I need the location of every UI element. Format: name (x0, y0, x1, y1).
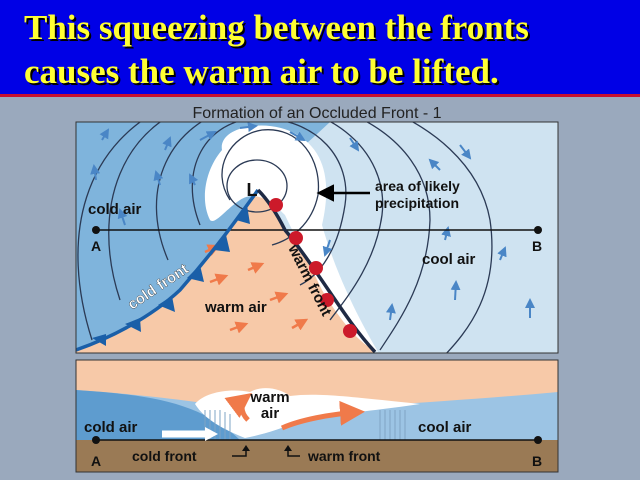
map-point-b-label: B (532, 238, 542, 254)
xs-warm-air-slide-arrow (280, 400, 365, 431)
xs-warm-air-lift-arrow (224, 392, 252, 422)
map-point-a-label: A (91, 238, 101, 254)
cross-section-frame (75, 359, 559, 473)
xs-cold-air-label: cold air (84, 419, 138, 436)
title-divider (0, 94, 640, 97)
map-heading: Formation of an Occluded Front - 1 (193, 105, 442, 122)
map-frame (75, 121, 559, 354)
point-b-marker (534, 226, 542, 234)
warm-front-bumps (269, 198, 357, 338)
map-warm-air-label: warm air (204, 299, 267, 316)
map-cool-air-label: cool air (422, 251, 476, 268)
xs-ground (76, 440, 558, 472)
slide-title: This squeezing between the fronts causes… (24, 6, 624, 94)
xs-warm-air-layer (76, 360, 558, 410)
xs-point-a-label: A (91, 453, 101, 469)
xs-warm-front-triangle-icon (284, 445, 292, 451)
xs-point-b-label: B (532, 453, 542, 469)
xs-warm-air-label-line-1: warm (249, 389, 289, 406)
xs-point-a-marker (92, 436, 100, 444)
low-pressure-label: L (247, 180, 258, 200)
precipitation-label-line-1: area of likely (375, 178, 460, 194)
wind-arrows-cool (322, 144, 535, 321)
cold-front-triangles (92, 205, 250, 346)
xs-cold-front-label: cold front (132, 448, 197, 464)
xs-warm-front-label: warm front (307, 448, 381, 464)
warm-air-sector (76, 190, 375, 353)
xs-point-b-marker (534, 436, 542, 444)
xs-cold-air-wedge (76, 390, 240, 440)
map-cold-air-label: cold air (88, 201, 142, 218)
xs-cold-air-arrow-head (205, 427, 218, 441)
wind-arrows-warm (204, 244, 309, 334)
precipitation-label-line-2: precipitation (375, 195, 459, 211)
wind-arrows-cold (90, 122, 360, 226)
slide-title-line-2: causes the warm air to be lifted. (24, 52, 499, 91)
map-panel: L cold air cool air warm air area of lik… (76, 122, 558, 353)
xs-warm-air-label-line-2: air (261, 405, 280, 422)
cross-section-panel: warm air cold air cool air A B cold fron… (76, 360, 558, 472)
point-a-marker (92, 226, 100, 234)
xs-cold-front-triangle-icon (242, 445, 250, 451)
xs-cool-air-label: cool air (418, 419, 472, 436)
slide-title-line-1: This squeezing between the fronts (24, 8, 529, 47)
cloud-shield (204, 125, 378, 353)
isobars (77, 122, 493, 353)
